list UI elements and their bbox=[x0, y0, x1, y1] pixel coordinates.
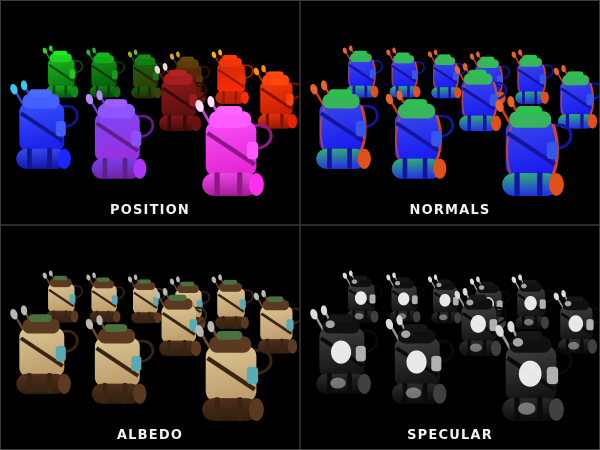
panel-label-normals: NORMALS bbox=[409, 203, 491, 218]
position-render bbox=[10, 45, 299, 196]
panel-position: POSITION bbox=[1, 1, 299, 224]
normals-render bbox=[310, 45, 599, 196]
albedo-render bbox=[10, 270, 299, 421]
panel-label-albedo: ALBEDO bbox=[116, 428, 184, 443]
panel-label-specular: SPECULAR bbox=[407, 428, 493, 443]
panel-albedo: ALBEDO bbox=[1, 226, 299, 449]
panel-specular: SPECULAR bbox=[301, 226, 599, 449]
specular-render bbox=[310, 270, 599, 421]
panel-label-position: POSITION bbox=[109, 203, 190, 218]
panel-normals: NORMALS bbox=[301, 1, 599, 224]
